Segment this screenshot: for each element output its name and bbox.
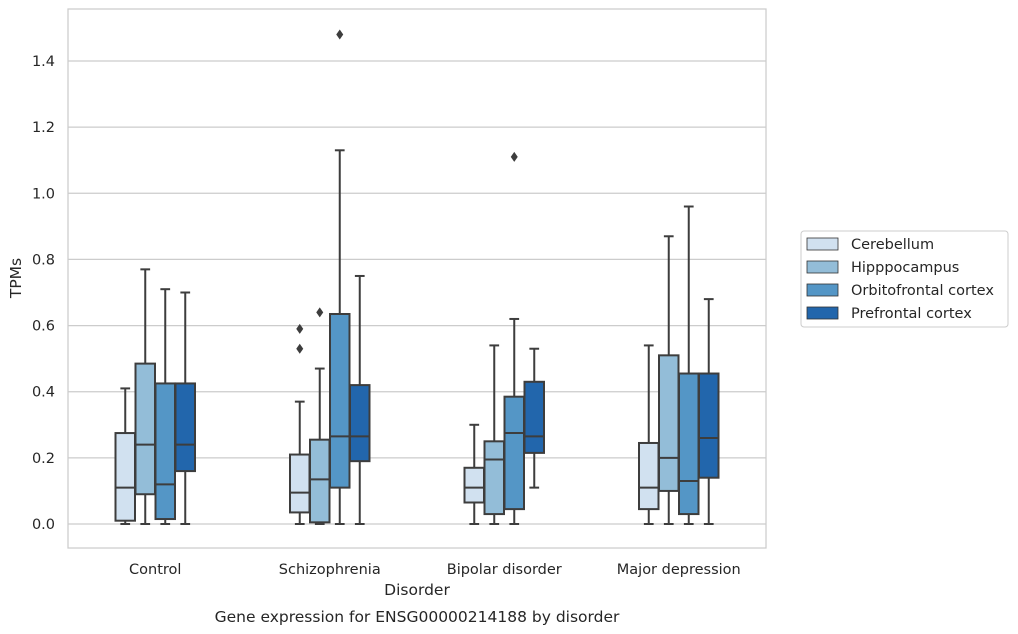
legend-swatch-orbitofrontal <box>806 283 839 297</box>
box-rect <box>309 438 331 524</box>
box <box>503 151 525 525</box>
box <box>698 298 720 525</box>
legend-label-cerebellum: Cerebellum <box>851 237 934 253</box>
legend-label-orbitofrontal: Orbitofrontal cortex <box>851 283 994 299</box>
box-rect <box>523 380 545 454</box>
box <box>114 387 136 525</box>
box <box>658 235 680 525</box>
box-rect <box>329 312 351 489</box>
box-rect <box>503 395 525 511</box>
flier-marker <box>296 343 304 354</box>
legend-label-prefrontal: Prefrontal cortex <box>851 306 972 322</box>
box <box>289 323 311 525</box>
box <box>154 288 176 525</box>
legend: Cerebellum Hipppocampus Orbitofrontal co… <box>800 230 1009 328</box>
flier-marker <box>316 307 324 318</box>
legend-frame <box>800 230 1009 328</box>
flier-marker <box>296 323 304 334</box>
y-tick-label: 0.0 <box>32 517 55 533</box>
x-tick-labels: Control Schizophrenia Bipolar disorder Majo… <box>129 562 741 578</box>
box-rect <box>638 441 660 511</box>
box <box>678 205 700 525</box>
box-rect <box>698 372 720 479</box>
y-axis-title: TPMs <box>7 258 25 299</box>
plot-frame <box>67 8 767 549</box>
legend-swatch-cerebellum <box>806 237 839 251</box>
legend-swatch-hippocampus <box>806 260 839 274</box>
box <box>309 307 331 525</box>
box-rect <box>289 453 311 514</box>
y-tick-labels: 0.0 0.2 0.4 0.6 0.8 1.0 1.2 1.4 <box>32 54 55 533</box>
box <box>174 291 196 525</box>
x-axis-title: Disorder <box>384 581 450 599</box>
flier-marker <box>510 151 518 162</box>
box-rect <box>154 382 176 521</box>
y-tick-label: 0.6 <box>32 319 55 335</box>
chart-title: Gene expression for ENSG00000214188 by d… <box>215 608 620 626</box>
box-series <box>114 29 720 525</box>
box <box>349 274 371 525</box>
box <box>638 344 660 525</box>
y-tick-label: 1.0 <box>32 186 55 202</box>
x-tick-label: Bipolar disorder <box>447 562 562 578</box>
box <box>523 347 545 489</box>
box-rect <box>678 372 700 516</box>
y-tick-label: 0.2 <box>32 451 55 467</box>
box-rect <box>658 354 680 492</box>
y-tick-label: 0.8 <box>32 252 55 268</box>
box <box>329 29 351 525</box>
box-rect <box>134 362 156 496</box>
legend-swatch-prefrontal <box>806 306 839 320</box>
box <box>134 268 156 525</box>
legend-label-hippocampus: Hipppocampus <box>851 260 959 276</box>
box <box>463 423 485 525</box>
flier-marker <box>336 29 344 40</box>
y-tick-label: 0.4 <box>32 385 55 401</box>
x-tick-label: Control <box>129 562 181 578</box>
y-tick-label: 1.2 <box>32 120 55 136</box>
box-rect <box>114 432 136 522</box>
x-tick-label: Schizophrenia <box>279 562 381 578</box>
box-rect <box>463 466 485 504</box>
x-tick-label: Major depression <box>617 562 741 578</box>
box-rect <box>483 440 505 516</box>
box <box>483 344 505 525</box>
box-rect <box>349 384 371 463</box>
box-rect <box>174 382 196 473</box>
y-tick-label: 1.4 <box>32 54 55 70</box>
